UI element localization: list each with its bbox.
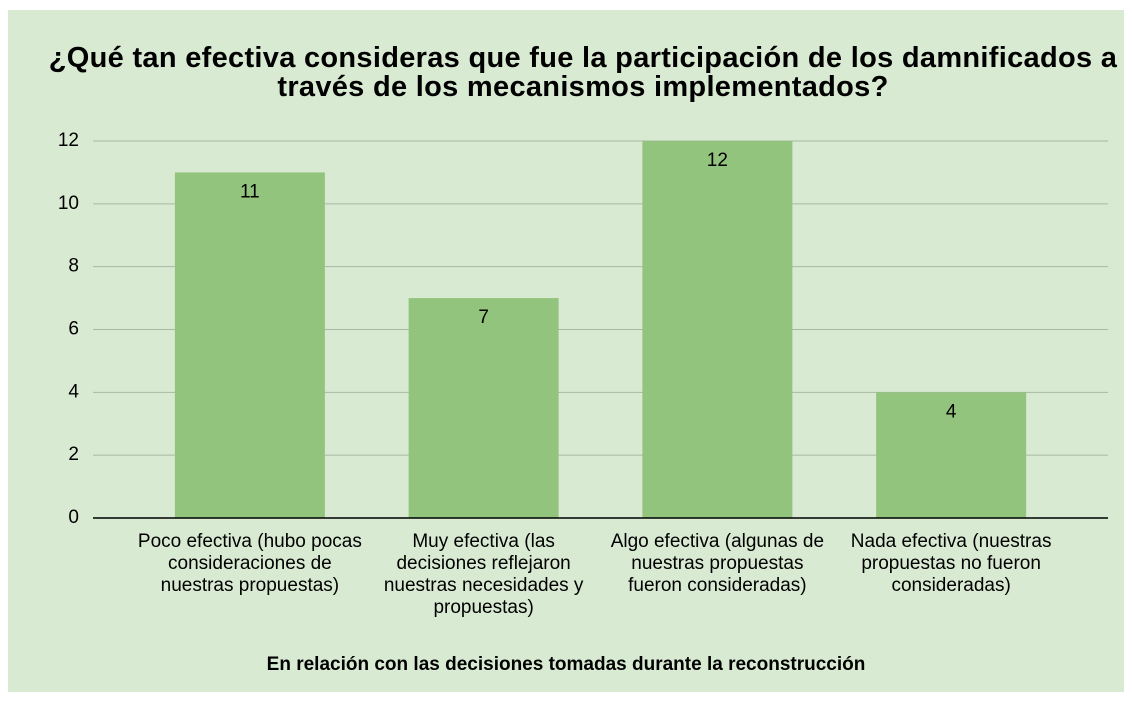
x-tick-label: Algo efectiva (algunas de nuestras propu… [610,531,825,596]
bar [876,392,1027,518]
x-tick-label: Nada efectiva (nuestras propuestas no fu… [850,531,1052,596]
bar [174,172,325,518]
y-tick-label: 4 [68,381,79,402]
data-label: 11 [240,181,260,202]
x-tick-label: Poco efectiva (hubo pocas consideracione… [137,531,362,596]
y-tick-label: 6 [68,319,79,340]
y-tick-label: 12 [58,130,79,151]
data-label: 4 [946,401,957,422]
y-tick-label: 8 [68,256,79,277]
data-label: 12 [707,150,728,171]
chart-title: ¿Qué tan efectiva consideras que fue la … [48,42,1118,103]
y-tick-label: 2 [68,444,79,465]
bar [642,141,793,518]
y-tick-label: 0 [68,507,79,528]
y-tick-label: 10 [58,193,79,214]
x-tick-label: Muy efectiva (las decisiones reflejaron … [383,531,584,618]
data-label: 7 [478,307,489,328]
x-axis-title: En relación con las decisiones tomadas d… [266,654,866,675]
bar [408,298,559,518]
